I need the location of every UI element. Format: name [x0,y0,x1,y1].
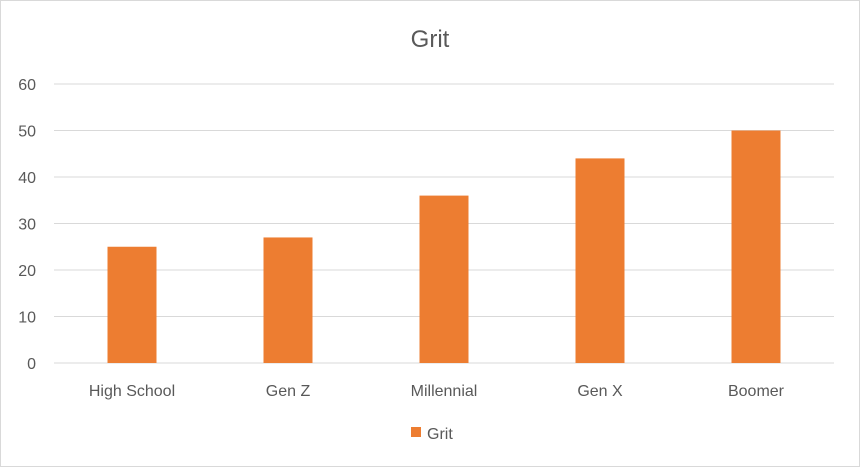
chart-title: Grit [411,26,450,53]
legend-swatch [411,427,421,437]
legend: Grit [411,426,453,443]
gridlines [54,83,834,364]
y-axis-ticks: 0 10 20 30 40 50 60 [18,77,36,373]
x-tick-label: Gen Z [266,383,311,400]
x-tick-label: Gen X [577,383,623,400]
bar [107,246,157,363]
y-tick-label: 40 [18,170,36,187]
legend-label: Grit [427,426,453,443]
bar [575,158,625,363]
bar [731,130,781,363]
y-tick-label: 20 [18,263,36,280]
x-tick-label: High School [89,383,175,400]
x-tick-label: Millennial [411,383,478,400]
bar [263,237,313,363]
y-tick-label: 10 [18,310,36,327]
y-tick-label: 50 [18,124,36,141]
y-tick-label: 30 [18,217,36,234]
y-tick-label: 60 [18,77,36,94]
bar [419,195,469,363]
x-axis-ticks: High School Gen Z Millennial Gen X Boomer [89,383,785,400]
bars [107,130,781,363]
y-tick-label: 0 [27,356,36,373]
x-tick-label: Boomer [728,383,785,400]
